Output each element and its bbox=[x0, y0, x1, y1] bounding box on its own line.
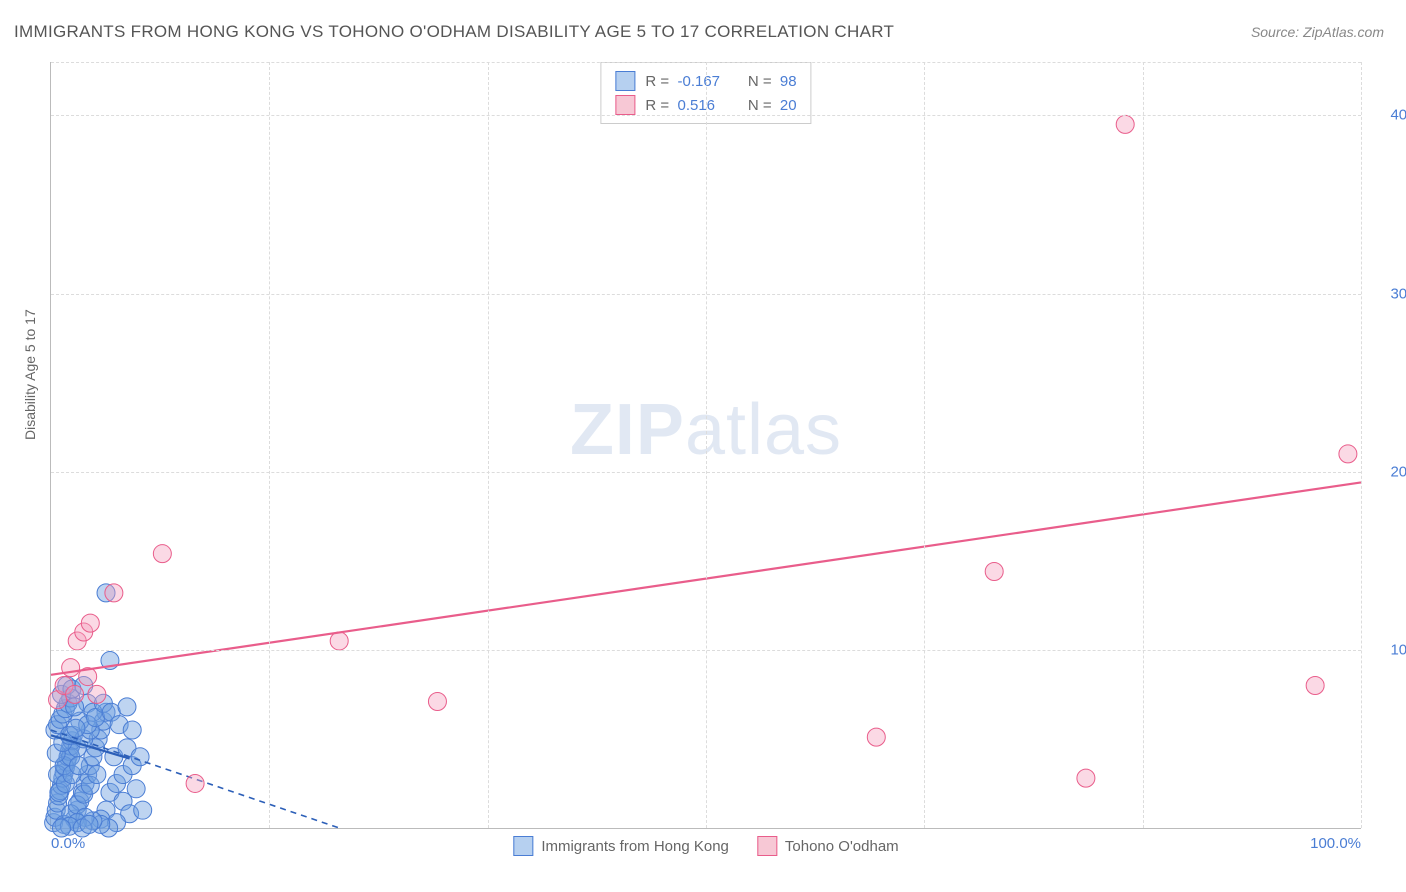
y-tick-label: 20.0% bbox=[1373, 463, 1406, 480]
grid-line-v bbox=[488, 62, 489, 828]
plot-area: ZIPatlas R = -0.167 N = 98R = 0.516 N = … bbox=[50, 62, 1361, 829]
data-point bbox=[88, 685, 106, 703]
data-point bbox=[123, 721, 141, 739]
grid-line-v bbox=[1361, 62, 1362, 828]
data-point bbox=[1306, 676, 1324, 694]
data-point bbox=[81, 614, 99, 632]
stat-n-label: N = 20 bbox=[739, 97, 796, 114]
legend-label: Tohono O'odham bbox=[785, 838, 899, 855]
grid-line-v bbox=[924, 62, 925, 828]
legend-swatch bbox=[513, 836, 533, 856]
y-axis-label: Disability Age 5 to 17 bbox=[22, 309, 38, 440]
bottom-legend: Immigrants from Hong Kong Tohono O'odham bbox=[513, 836, 898, 856]
legend-swatch bbox=[615, 95, 635, 115]
data-point bbox=[62, 659, 80, 677]
data-point bbox=[186, 774, 204, 792]
data-point bbox=[428, 693, 446, 711]
data-point bbox=[153, 545, 171, 563]
y-tick-label: 30.0% bbox=[1373, 285, 1406, 302]
data-point bbox=[867, 728, 885, 746]
stat-n-label: N = 98 bbox=[739, 73, 796, 90]
x-tick-label: 100.0% bbox=[1310, 835, 1361, 852]
data-point bbox=[66, 685, 84, 703]
legend-swatch bbox=[757, 836, 777, 856]
legend-item: Tohono O'odham bbox=[757, 836, 899, 856]
data-point bbox=[330, 632, 348, 650]
data-point bbox=[1077, 769, 1095, 787]
legend-item: Immigrants from Hong Kong bbox=[513, 836, 729, 856]
data-point bbox=[134, 801, 152, 819]
y-tick-label: 10.0% bbox=[1373, 641, 1406, 658]
grid-line-v bbox=[269, 62, 270, 828]
source-label: Source: ZipAtlas.com bbox=[1251, 24, 1384, 40]
data-point bbox=[118, 698, 136, 716]
chart-container: IMMIGRANTS FROM HONG KONG VS TOHONO O'OD… bbox=[0, 0, 1406, 892]
data-point bbox=[105, 584, 123, 602]
x-tick-label: 0.0% bbox=[51, 835, 85, 852]
data-point bbox=[88, 766, 106, 784]
data-point bbox=[70, 757, 88, 775]
data-point bbox=[80, 815, 98, 833]
data-point bbox=[1116, 115, 1134, 133]
legend-label: Immigrants from Hong Kong bbox=[541, 838, 729, 855]
data-point bbox=[67, 719, 85, 737]
stat-r-label: R = -0.167 bbox=[645, 73, 729, 90]
data-point bbox=[985, 562, 1003, 580]
y-tick-label: 40.0% bbox=[1373, 107, 1406, 124]
chart-title: IMMIGRANTS FROM HONG KONG VS TOHONO O'OD… bbox=[14, 22, 894, 42]
data-point bbox=[127, 780, 145, 798]
legend-swatch bbox=[615, 71, 635, 91]
data-point bbox=[1339, 445, 1357, 463]
grid-line-v bbox=[1143, 62, 1144, 828]
grid-line-v bbox=[706, 62, 707, 828]
stat-r-label: R = 0.516 bbox=[645, 97, 729, 114]
